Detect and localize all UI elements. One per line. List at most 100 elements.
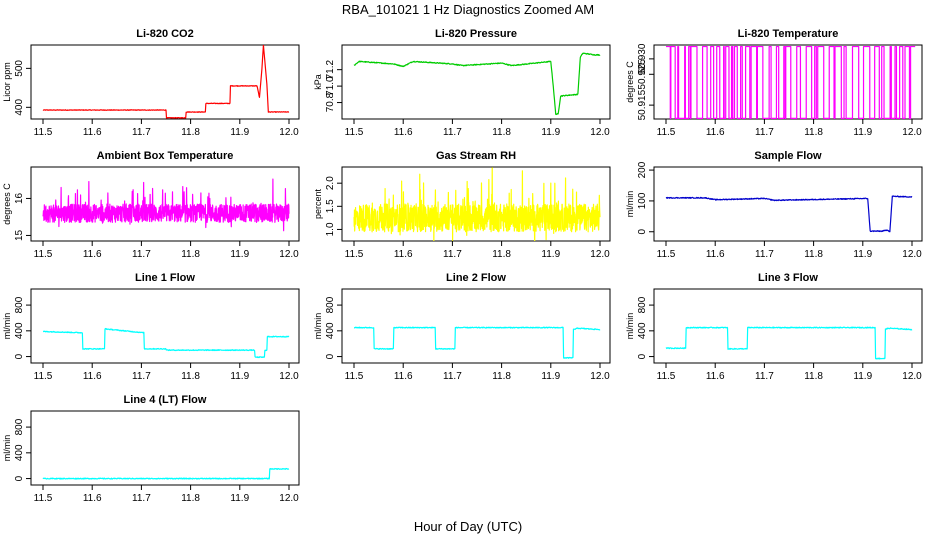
plot-frame xyxy=(653,288,923,364)
y-tick-label: 0 xyxy=(637,353,648,359)
series-line xyxy=(42,467,290,480)
x-tick-label: 11.8 xyxy=(492,127,511,138)
y-tick-label: 0 xyxy=(637,229,648,235)
series-line xyxy=(665,326,913,360)
x-tick-label: 11.5 xyxy=(657,371,676,382)
panel-title: Line 4 (LT) Flow xyxy=(124,394,207,406)
series-line xyxy=(353,52,601,116)
plot-frame xyxy=(30,166,300,242)
x-tick-label: 11.5 xyxy=(345,249,364,260)
figure-x-label: Hour of Day (UTC) xyxy=(414,519,522,534)
panel-title: Line 2 Flow xyxy=(446,272,506,284)
x-tick-label: 11.9 xyxy=(541,371,560,382)
x-tick-label: 11.7 xyxy=(132,127,151,138)
panel-title: Ambient Box Temperature xyxy=(97,150,234,162)
series-line xyxy=(42,178,290,232)
panel-6: Line 1 Flow 11.5 11.6 11.7 11.8 11.9 12.0 0 400 8… xyxy=(2,272,300,382)
y-tick-label: 70.8 xyxy=(325,92,336,112)
y-tick-label: 71.2 xyxy=(325,59,336,79)
y-tick-label: 0 xyxy=(14,475,25,481)
x-tick-label: 11.7 xyxy=(132,249,151,260)
panel-4: Gas Stream RH 11.5 11.6 11.7 11.8 11.9 12.0 1.0… xyxy=(313,150,611,260)
x-tick-label: 12.0 xyxy=(902,127,922,138)
series-line xyxy=(353,326,601,359)
y-tick-label: 400 xyxy=(14,444,25,461)
panel-0: Li-820 CO2 11.5 11.6 11.7 11.8 11.9 12.0 400 500… xyxy=(2,28,300,138)
y-axis-label: Licor ppm xyxy=(2,62,12,102)
y-tick-label: 800 xyxy=(14,418,25,435)
x-tick-label: 11.5 xyxy=(657,127,676,138)
y-tick-label: 50.925 xyxy=(637,59,648,90)
panel-2: Li-820 Temperature 11.5 11.6 11.7 11.8 11.9 12… xyxy=(625,28,923,138)
x-tick-label: 11.8 xyxy=(181,249,200,260)
figure-title: RBA_101021 1 Hz Diagnostics Zoomed AM xyxy=(342,2,594,17)
y-tick-label: 100 xyxy=(637,192,648,209)
x-tick-label: 11.9 xyxy=(230,127,249,138)
panel-title: Gas Stream RH xyxy=(436,150,516,162)
x-tick-label: 11.9 xyxy=(853,371,872,382)
x-tick-label: 11.5 xyxy=(34,249,53,260)
x-tick-label: 11.6 xyxy=(83,249,102,260)
panel-title: Li-820 CO2 xyxy=(136,28,193,40)
x-tick-label: 11.8 xyxy=(492,249,511,260)
y-tick-label: 500 xyxy=(14,60,25,77)
panel-title: Sample Flow xyxy=(754,150,822,162)
x-tick-label: 11.9 xyxy=(541,127,560,138)
x-tick-label: 11.6 xyxy=(83,127,102,138)
series-line xyxy=(666,45,916,119)
x-tick-label: 11.5 xyxy=(345,127,364,138)
y-axis-label: ml/min xyxy=(625,191,635,218)
x-tick-label: 11.8 xyxy=(181,127,200,138)
y-axis-label: ml/min xyxy=(313,313,323,340)
panel-1: Li-820 Pressure 11.5 11.6 11.7 11.8 11.9 12.0 7… xyxy=(313,28,611,138)
x-tick-label: 11.6 xyxy=(706,127,725,138)
plot-frame xyxy=(341,288,611,364)
x-tick-label: 11.6 xyxy=(706,249,725,260)
y-tick-label: 400 xyxy=(14,99,25,116)
panel-3: Ambient Box Temperature 11.5 11.6 11.7 11.8 1… xyxy=(2,150,300,260)
x-tick-label: 11.8 xyxy=(181,371,200,382)
x-tick-label: 11.7 xyxy=(443,249,462,260)
panel-title: Line 3 Flow xyxy=(758,272,818,284)
panel-9: Line 4 (LT) Flow 11.5 11.6 11.7 11.8 11.9 12.0… xyxy=(2,394,300,504)
x-tick-label: 12.0 xyxy=(590,127,610,138)
y-tick-label: 400 xyxy=(325,322,336,339)
plot-frame xyxy=(653,44,923,120)
x-tick-label: 11.8 xyxy=(804,371,823,382)
y-tick-label: 800 xyxy=(14,296,25,313)
x-tick-label: 11.5 xyxy=(34,371,53,382)
x-tick-label: 11.9 xyxy=(853,249,872,260)
panel-7: Line 2 Flow 11.5 11.6 11.7 11.8 11.9 12.0 0 400 8… xyxy=(313,272,611,382)
series-line xyxy=(353,167,601,241)
x-tick-label: 12.0 xyxy=(279,493,299,504)
x-tick-label: 11.6 xyxy=(706,371,725,382)
x-tick-label: 11.5 xyxy=(34,127,53,138)
x-tick-label: 11.6 xyxy=(83,371,102,382)
panel-title: Li-820 Temperature xyxy=(738,28,839,40)
y-tick-label: 2.0 xyxy=(325,176,336,190)
x-tick-label: 11.7 xyxy=(443,127,462,138)
y-tick-label: 0 xyxy=(14,353,25,359)
panel-title: Line 1 Flow xyxy=(135,272,195,284)
y-tick-label: 71.0 xyxy=(325,76,336,96)
y-tick-label: 800 xyxy=(637,296,648,313)
x-tick-label: 12.0 xyxy=(590,249,610,260)
series-line xyxy=(665,195,913,233)
plot-frame xyxy=(341,166,611,242)
x-tick-label: 11.6 xyxy=(394,371,413,382)
plot-frame xyxy=(30,288,300,364)
plot-frame xyxy=(30,44,300,120)
x-tick-label: 11.7 xyxy=(755,249,774,260)
y-tick-label: 50.930 xyxy=(637,43,648,74)
x-tick-label: 11.6 xyxy=(394,127,413,138)
y-axis-label: ml/min xyxy=(625,313,635,340)
y-axis-label: ml/min xyxy=(2,313,12,340)
x-tick-label: 12.0 xyxy=(902,371,922,382)
y-tick-label: 0 xyxy=(325,353,336,359)
plot-frame xyxy=(30,410,300,486)
y-tick-label: 1.5 xyxy=(325,199,336,213)
x-tick-label: 12.0 xyxy=(590,371,610,382)
series-line xyxy=(42,327,290,359)
panel-title: Li-820 Pressure xyxy=(435,28,517,40)
